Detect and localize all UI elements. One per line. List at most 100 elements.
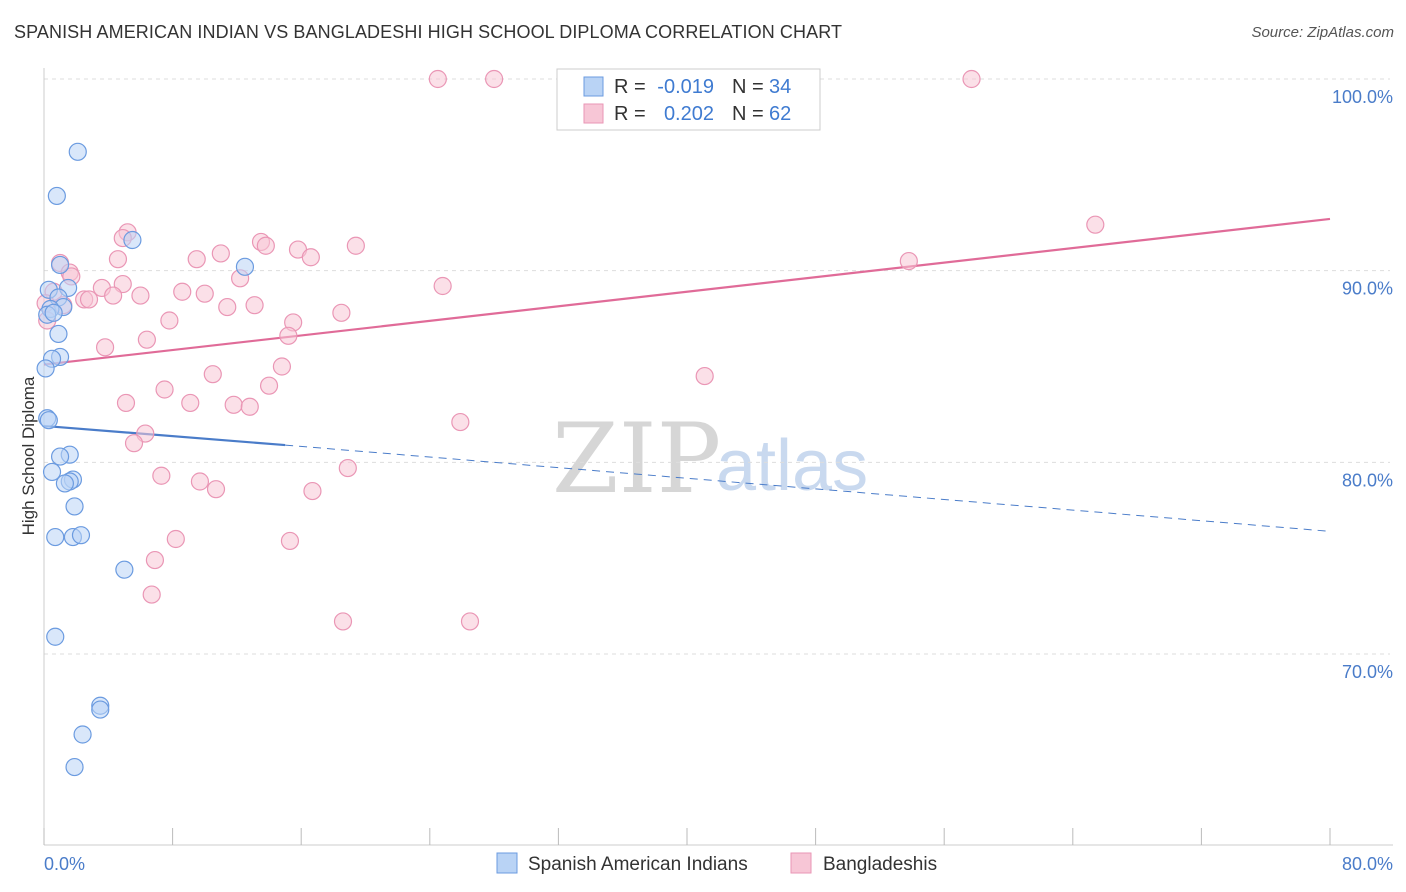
bottom-legend-swatch-blue xyxy=(496,852,518,874)
blue-point-32 xyxy=(73,725,92,744)
blue-point-27 xyxy=(71,526,91,545)
y-axis-label: High School Diploma xyxy=(19,376,38,535)
blue-point-15 xyxy=(36,359,55,378)
pink-point-32 xyxy=(245,296,264,315)
pink-trend-line xyxy=(43,217,1331,366)
pink-point-34 xyxy=(160,311,179,330)
legend-r-label-0: R = xyxy=(614,76,646,98)
blue-point-11 xyxy=(44,303,63,322)
pink-point-51 xyxy=(124,434,144,453)
pink-point-2 xyxy=(962,69,981,89)
legend: R = -0.019 N = 34 R = 0.202 N = 62 xyxy=(556,68,821,131)
pink-point-42 xyxy=(695,366,714,386)
trend-lines xyxy=(43,217,1331,532)
watermark-zip: ZIP xyxy=(552,403,721,515)
pink-point-62 xyxy=(460,612,480,631)
blue-point-25 xyxy=(46,527,65,547)
watermark: ZIP atlas xyxy=(552,403,868,515)
pink-point-60 xyxy=(142,585,161,604)
blue-point-12 xyxy=(49,324,68,344)
gridlines xyxy=(44,78,1390,655)
bottom-legend-swatch-pink xyxy=(790,852,812,874)
pink-point-13 xyxy=(899,251,918,271)
blue-point-0 xyxy=(68,142,87,161)
pink-point-24 xyxy=(195,284,214,303)
pink-point-56 xyxy=(303,481,322,501)
pink-point-8 xyxy=(346,236,365,255)
blue-point-4 xyxy=(50,255,70,275)
blue-point-20 xyxy=(42,462,62,482)
pink-point-0 xyxy=(428,69,447,89)
source-label: Source: ZipAtlas.com xyxy=(1251,24,1394,41)
pink-point-27 xyxy=(104,286,123,305)
blue-point-19 xyxy=(50,447,70,466)
legend-n-label-1: N = xyxy=(732,103,764,125)
pink-point-59 xyxy=(145,550,165,570)
y-tick-label-2: 90.0% xyxy=(1342,279,1393,299)
blue-trend-line xyxy=(43,424,286,447)
pink-point-52 xyxy=(338,458,357,478)
pink-point-45 xyxy=(116,393,136,413)
pink-point-28 xyxy=(131,286,150,305)
pink-point-7 xyxy=(256,236,275,255)
pink-point-26 xyxy=(79,290,99,309)
tick-labels: 70.0% 80.0% 90.0% 100.0% 0.0% 80.0% xyxy=(44,87,1393,874)
pink-point-3 xyxy=(1086,215,1105,234)
pink-point-33 xyxy=(332,303,351,322)
pink-point-48 xyxy=(240,397,259,416)
x-tick-label-0: 0.0% xyxy=(44,854,85,874)
pink-point-20 xyxy=(433,276,452,296)
bottom-legend-label-0: Spanish American Indians xyxy=(528,854,748,875)
x-tick-label-1: 80.0% xyxy=(1342,854,1393,874)
blue-point-31 xyxy=(91,700,110,719)
pink-point-54 xyxy=(190,472,210,491)
legend-swatch-pink xyxy=(583,103,604,124)
pink-point-43 xyxy=(259,376,279,395)
legend-n-value-0: 34 xyxy=(769,76,791,98)
chart-title: SPANISH AMERICAN INDIAN VS BANGLADESHI H… xyxy=(14,22,843,42)
legend-r-value-0: -0.019 xyxy=(657,76,714,98)
blue-point-3 xyxy=(235,257,255,276)
blue-point-33 xyxy=(65,757,84,777)
pink-point-58 xyxy=(280,531,300,551)
legend-n-label-0: N = xyxy=(732,76,764,98)
pink-point-1 xyxy=(485,69,504,89)
watermark-atlas: atlas xyxy=(716,426,868,506)
blue-point-28 xyxy=(115,560,134,579)
pink-point-11 xyxy=(187,250,206,269)
bottom-legend: Spanish American Indians Bangladeshis xyxy=(496,852,937,875)
pink-point-47 xyxy=(224,395,243,414)
pink-point-23 xyxy=(173,282,192,301)
axes xyxy=(43,68,1393,846)
pink-point-61 xyxy=(333,612,353,631)
legend-swatch-blue xyxy=(583,76,604,97)
blue-point-2 xyxy=(123,230,142,250)
legend-r-value-1: 0.202 xyxy=(664,103,714,125)
series-spanish-american-indians xyxy=(36,142,255,777)
pink-point-57 xyxy=(166,529,185,549)
pink-point-37 xyxy=(137,330,156,349)
blue-point-23 xyxy=(55,474,74,493)
y-tick-label-3: 100.0% xyxy=(1332,87,1393,107)
pink-point-14 xyxy=(108,250,128,269)
blue-trend-line-dashed xyxy=(285,444,1331,532)
blue-point-24 xyxy=(65,497,84,516)
series-bangladeshis xyxy=(36,69,1105,631)
pink-point-12 xyxy=(301,248,320,267)
pink-point-46 xyxy=(181,393,200,413)
legend-n-value-1: 62 xyxy=(769,103,791,125)
y-tick-label-0: 70.0% xyxy=(1342,662,1393,682)
pink-point-36 xyxy=(279,326,298,345)
legend-r-label-1: R = xyxy=(614,103,646,125)
pink-point-55 xyxy=(206,480,226,499)
pink-point-10 xyxy=(211,244,230,263)
pink-point-53 xyxy=(152,466,171,485)
blue-point-29 xyxy=(46,627,65,646)
pink-point-44 xyxy=(155,380,174,399)
pink-point-39 xyxy=(95,338,115,357)
pink-point-41 xyxy=(203,365,222,384)
bottom-legend-label-1: Bangladeshis xyxy=(823,854,937,875)
blue-point-1 xyxy=(47,186,66,206)
pink-point-49 xyxy=(451,412,470,432)
